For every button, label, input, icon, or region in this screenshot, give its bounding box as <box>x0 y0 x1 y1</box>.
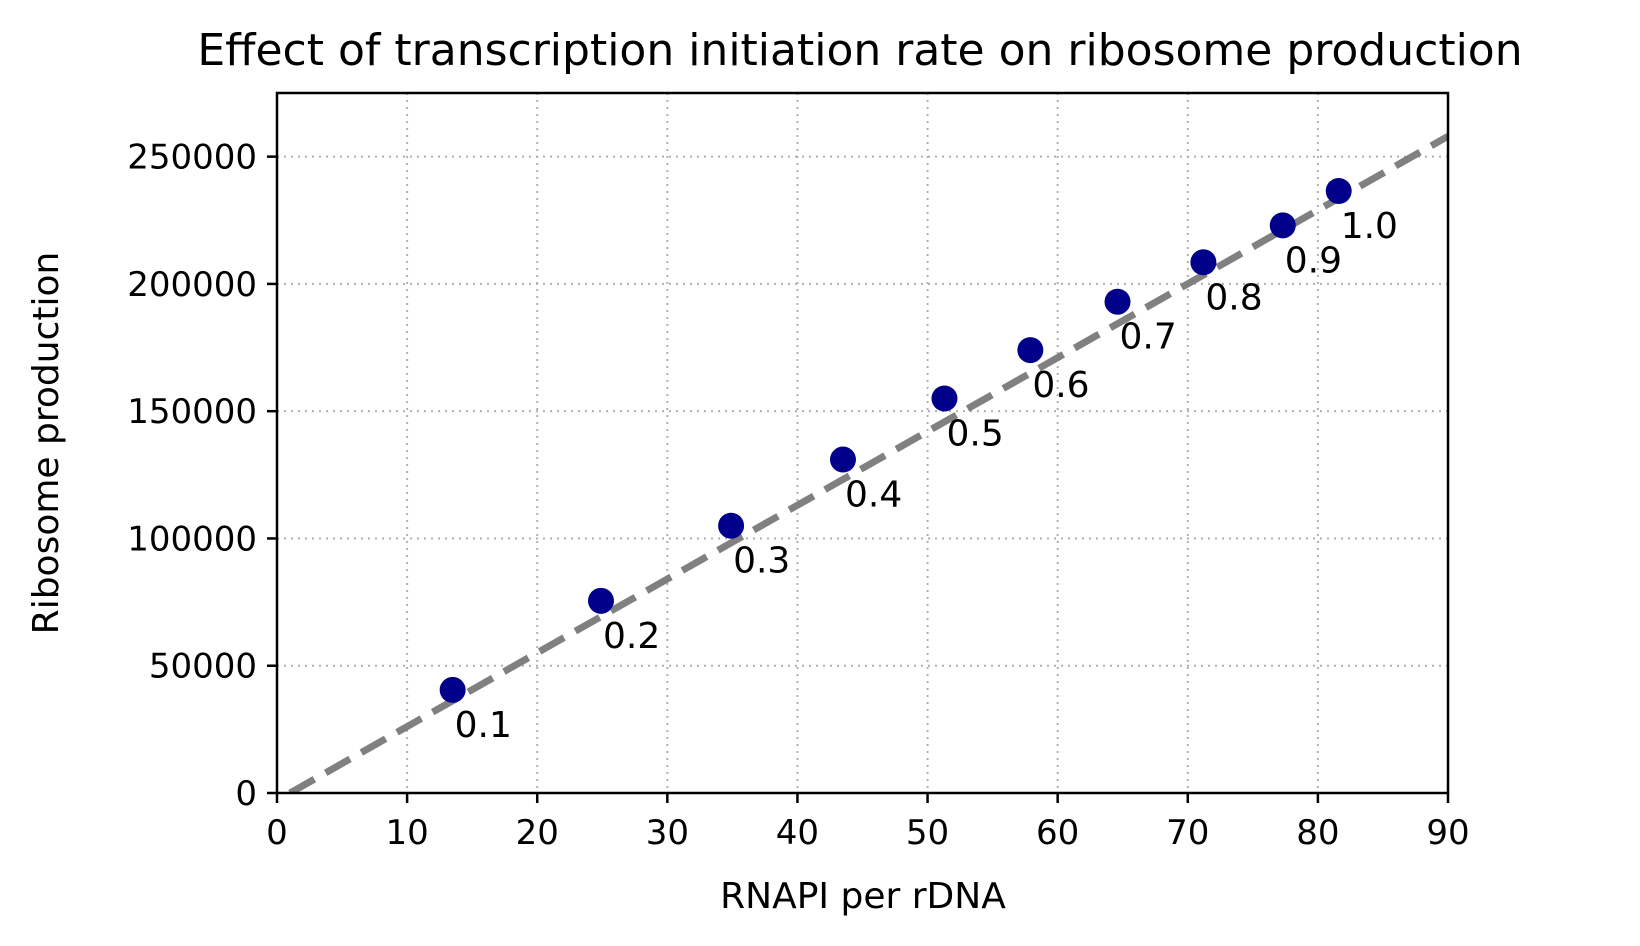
y-tick-label: 0 <box>235 774 257 814</box>
y-axis-label: Ribosome production <box>26 252 67 635</box>
x-axis-label: RNAPI per rDNA <box>720 876 1006 917</box>
x-tick-label: 30 <box>646 813 689 853</box>
x-tick-label: 70 <box>1166 813 1209 853</box>
data-point <box>587 587 614 614</box>
data-point <box>439 676 466 703</box>
x-tick-label: 90 <box>1426 813 1469 853</box>
x-tick-label: 10 <box>385 813 428 853</box>
y-tick-label: 200000 <box>127 265 257 305</box>
axes-layer <box>275 91 1450 795</box>
points-layer <box>439 178 1352 703</box>
point-label: 0.3 <box>733 541 790 582</box>
point-label: 0.6 <box>1032 365 1089 406</box>
point-label: 0.4 <box>845 475 902 516</box>
point-label: 0.8 <box>1205 277 1262 318</box>
data-point <box>1104 288 1131 315</box>
axes-frame <box>275 91 1450 795</box>
x-tick-label: 60 <box>1036 813 1079 853</box>
data-point <box>1190 249 1217 276</box>
point-label: 0.9 <box>1285 240 1342 281</box>
x-tick-label: 40 <box>776 813 819 853</box>
data-point <box>718 512 745 539</box>
data-point <box>829 446 856 473</box>
x-tick-label: 80 <box>1296 813 1339 853</box>
x-tick-label: 50 <box>906 813 949 853</box>
data-point <box>1325 178 1352 204</box>
data-point <box>1269 212 1296 239</box>
ticks-layer: 0 10 20 30 40 50 60 70 80 90 0 50000 100000 150000 200… <box>127 138 1469 853</box>
data-point <box>1017 337 1044 364</box>
fit-line <box>288 133 1448 793</box>
fit-line-layer <box>288 133 1448 793</box>
y-tick-label: 250000 <box>127 138 257 178</box>
point-labels-layer: 0.1 0.2 0.3 0.4 0.5 0.6 0.7 0.8 0.91.0 <box>455 206 1398 746</box>
point-label: 0.5 <box>946 413 1003 454</box>
y-tick-label: 100000 <box>127 519 257 559</box>
point-label: 0.2 <box>603 616 660 657</box>
x-tick-label: 0 <box>266 813 288 853</box>
x-tick-label: 20 <box>516 813 559 853</box>
y-tick-label: 150000 <box>127 392 257 432</box>
data-point <box>931 385 958 412</box>
point-label: 1.0 <box>1341 206 1398 247</box>
chart-title: Effect of transcription initiation rate … <box>197 25 1522 76</box>
y-tick-label: 50000 <box>149 647 257 687</box>
point-label: 0.7 <box>1120 317 1177 358</box>
point-label: 0.1 <box>455 705 512 746</box>
